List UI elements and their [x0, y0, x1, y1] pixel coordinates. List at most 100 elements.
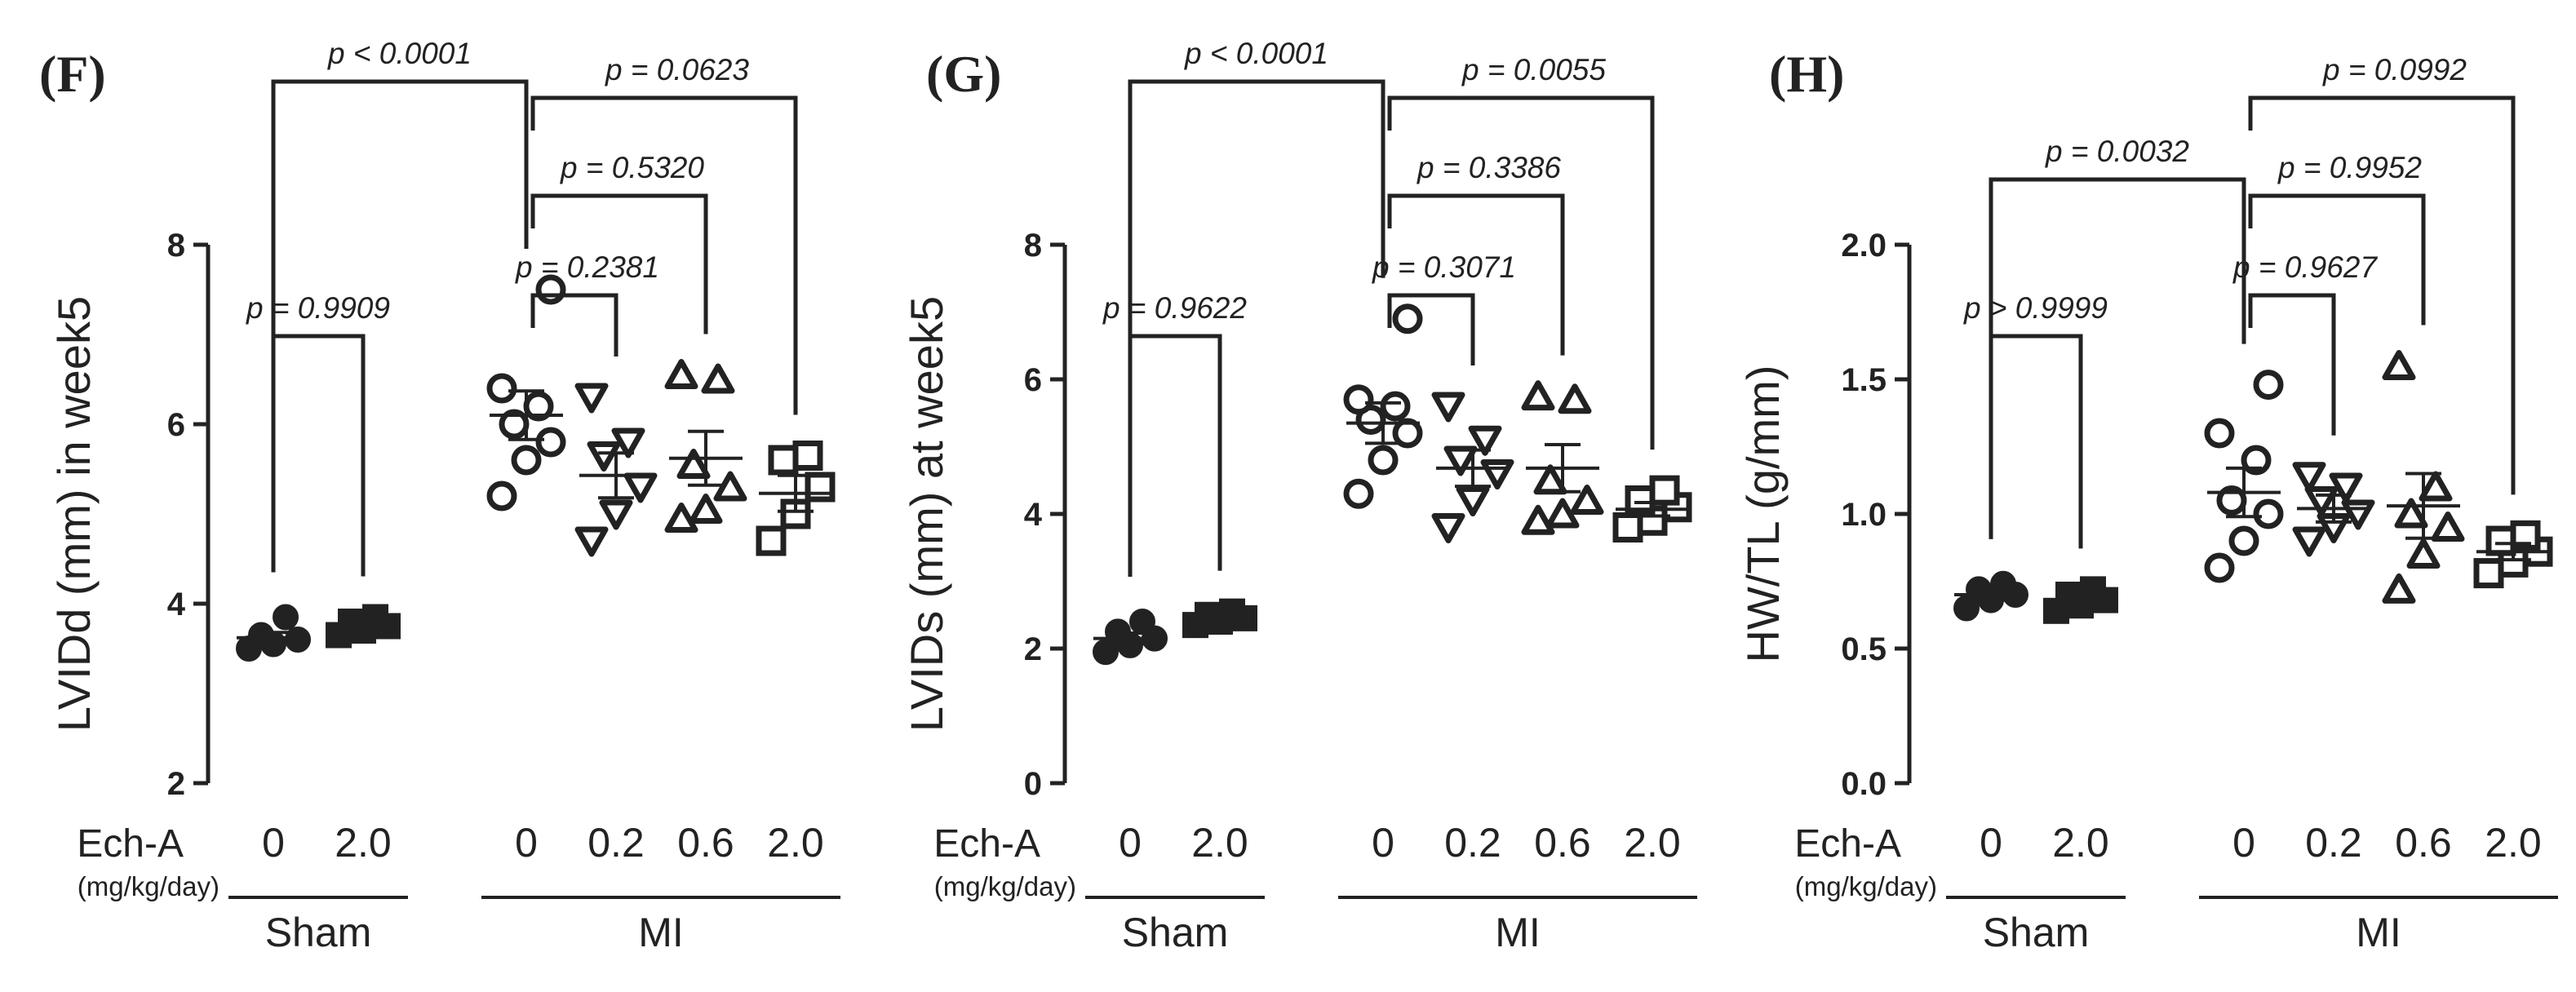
- p-value-label: p = 0.5320: [560, 151, 704, 184]
- data-point: [587, 441, 621, 472]
- comparison-bracket: [2248, 95, 2516, 495]
- x-category-label: 0.2: [1444, 820, 1501, 866]
- data-point: [611, 427, 645, 458]
- y-axis-title: LVIDs (mm) at week5: [901, 296, 952, 732]
- p-value-label: p = 0.9622: [1102, 291, 1247, 325]
- comparison-bracket: [1989, 334, 2083, 549]
- y-axis-title: HW/TL (g/mm): [1737, 365, 1789, 663]
- panel-letter: (H): [1769, 45, 1844, 103]
- y-tick-label: 4: [167, 587, 186, 622]
- y-tick-label: 2.0: [1841, 228, 1887, 264]
- data-point: [2241, 445, 2272, 476]
- comparison-bracket: [530, 293, 619, 356]
- y-tick-label: 8: [167, 228, 185, 264]
- data-point: [1480, 459, 1514, 489]
- comparison-bracket: [1387, 95, 1655, 450]
- y-tick-label: 2: [167, 766, 185, 802]
- data-point: [1456, 486, 1490, 516]
- comparison-bracket: [1387, 293, 1475, 365]
- unit-label: (mg/kg/day): [934, 871, 1076, 901]
- x-category-label: 0: [515, 820, 538, 866]
- panel-letter: (F): [39, 45, 106, 103]
- x-category-label: 2.0: [335, 820, 392, 866]
- data-point: [2382, 573, 2416, 604]
- y-tick-label: 6: [1024, 362, 1042, 398]
- data-point: [2485, 525, 2516, 556]
- p-value-label: p = 0.2381: [515, 250, 659, 284]
- data-point: [1990, 570, 2016, 597]
- data-point: [1521, 380, 1555, 411]
- group-label: MI: [1495, 910, 1541, 955]
- comparison-bracket: [2248, 293, 2336, 436]
- chart-panel: (F) 2 4 6 8 LVIDd (mm) in week5 Ech-A (mg/kg/da…: [39, 37, 840, 955]
- x-category-label: 0.2: [2305, 820, 2362, 866]
- comparison-bracket: [530, 95, 798, 415]
- y-tick-label: 6: [167, 407, 185, 443]
- data-point: [805, 472, 836, 503]
- chart-panel: (G) 0 2 4 6 8 LVIDs (mm) at week5 Ech-A (mg/kg/d…: [901, 37, 1697, 955]
- y-tick-label: 0.0: [1841, 766, 1887, 802]
- data-point: [285, 627, 311, 653]
- comparison-bracket: [1387, 193, 1565, 356]
- data-point: [2382, 350, 2416, 380]
- data-point: [1392, 303, 1423, 334]
- data-point: [701, 363, 735, 394]
- data-point: [664, 359, 698, 389]
- p-value-label: p = 0.9909: [246, 291, 390, 325]
- comparison-bracket: [2248, 193, 2426, 326]
- p-value-label: p < 0.0001: [1184, 37, 1328, 70]
- p-value-label: p = 0.9952: [2277, 151, 2422, 184]
- p-value-label: p = 0.0055: [1461, 53, 1606, 86]
- x-category-label: 0: [262, 820, 285, 866]
- y-tick-label: 1.0: [1841, 497, 1887, 533]
- data-point: [1392, 418, 1423, 449]
- data-point: [1649, 475, 1680, 506]
- panel-letter: (G): [926, 45, 1001, 103]
- data-point: [1533, 464, 1567, 495]
- factor-label: Ech-A: [933, 822, 1040, 866]
- x-category-label: 0: [1119, 820, 1142, 866]
- data-point: [1380, 391, 1411, 422]
- p-value-label: p = 0.0032: [2045, 135, 2189, 168]
- comparison-bracket: [1128, 79, 1386, 577]
- data-point: [1558, 383, 1592, 414]
- x-category-label: 0: [1372, 820, 1394, 866]
- p-value-label: p > 0.9999: [1963, 291, 2108, 325]
- data-point: [676, 449, 711, 479]
- data-point: [599, 499, 633, 530]
- group-label: Sham: [1983, 910, 2090, 955]
- y-tick-label: 1.5: [1841, 362, 1887, 398]
- data-point: [574, 383, 609, 414]
- comparison-bracket: [530, 193, 708, 334]
- data-point: [574, 526, 609, 557]
- p-value-label: p = 0.3071: [1372, 250, 1516, 284]
- data-point: [1129, 609, 1155, 635]
- data-point: [2431, 512, 2465, 542]
- data-point: [1468, 425, 1502, 456]
- x-category-label: 0.6: [2395, 820, 2452, 866]
- data-point: [689, 494, 723, 524]
- data-point: [792, 441, 823, 471]
- x-category-label: 0.6: [677, 820, 734, 866]
- data-point: [2292, 526, 2326, 557]
- data-point: [2419, 471, 2453, 502]
- data-point: [768, 445, 799, 476]
- comparison-bracket: [1128, 334, 1222, 577]
- data-point: [2204, 552, 2235, 583]
- x-category-label: 2.0: [1191, 820, 1248, 866]
- data-point: [2329, 472, 2363, 503]
- data-point: [756, 525, 787, 556]
- y-tick-label: 2: [1024, 631, 1042, 667]
- x-category-label: 2.0: [2485, 820, 2542, 866]
- data-point: [1431, 513, 1465, 543]
- data-point: [535, 427, 566, 458]
- data-point: [2080, 576, 2106, 603]
- data-point: [2394, 498, 2428, 529]
- data-point: [1343, 384, 1374, 415]
- x-category-label: 0.2: [587, 820, 645, 866]
- data-point: [2473, 558, 2504, 589]
- x-category-label: 2.0: [2052, 820, 2109, 866]
- factor-label: Ech-A: [1794, 822, 1901, 866]
- data-point: [1545, 498, 1580, 529]
